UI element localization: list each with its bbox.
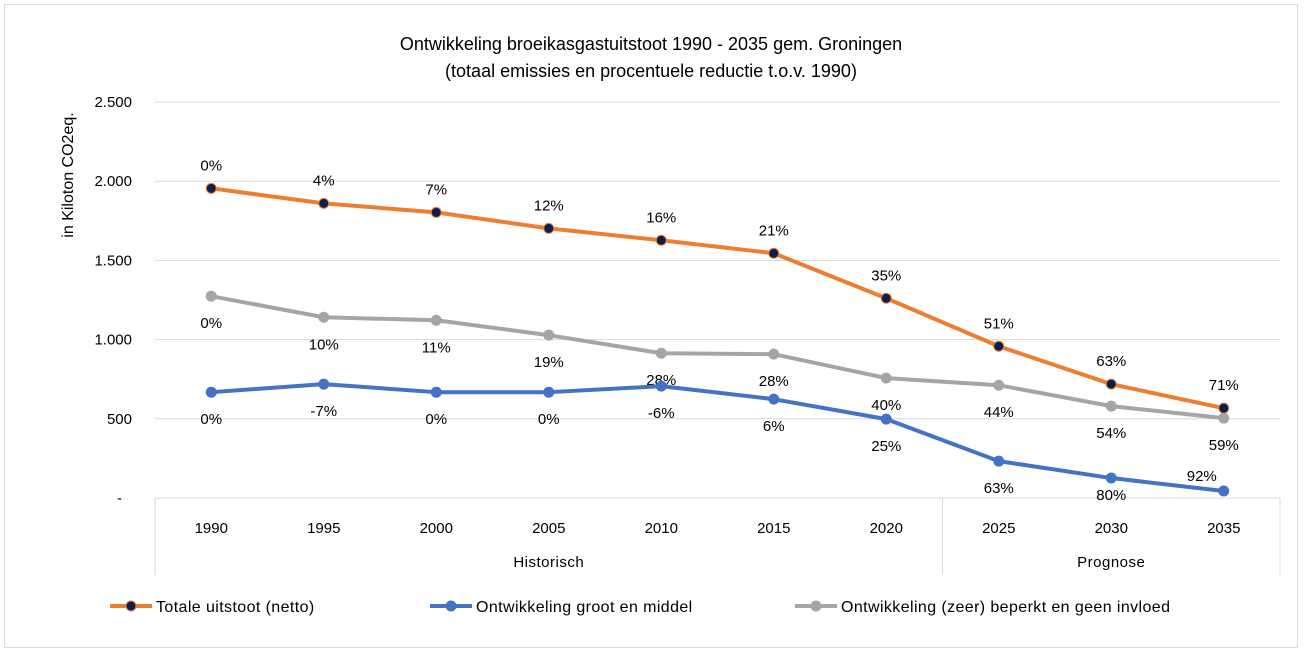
data-point bbox=[880, 413, 892, 425]
data-point bbox=[768, 348, 780, 360]
data-point bbox=[205, 290, 217, 302]
data-label: 16% bbox=[646, 209, 676, 226]
data-point bbox=[1105, 472, 1117, 484]
x-tick-label: 1995 bbox=[307, 520, 340, 537]
data-point bbox=[430, 386, 442, 398]
x-tick-label: 2025 bbox=[982, 520, 1015, 537]
series-2: 0%10%11%19%28%28%40%44%54%59% bbox=[200, 290, 1239, 454]
data-point bbox=[768, 393, 780, 405]
data-point bbox=[1218, 412, 1230, 424]
data-point bbox=[543, 386, 555, 398]
legend-item: Ontwikkeling groot en middel bbox=[430, 599, 693, 616]
data-point bbox=[318, 378, 330, 390]
data-label: 6% bbox=[763, 418, 785, 435]
data-label: 10% bbox=[309, 336, 339, 353]
series-line bbox=[211, 382, 1224, 494]
x-group-label: Prognose bbox=[1077, 554, 1145, 571]
data-point bbox=[318, 311, 330, 323]
data-label: 80% bbox=[1096, 487, 1126, 504]
y-tick-label: 2.000 bbox=[94, 173, 132, 190]
y-tick-label: 1.500 bbox=[94, 252, 132, 269]
legend-marker bbox=[810, 600, 822, 612]
x-tick-label: 2020 bbox=[870, 520, 903, 537]
data-label: 0% bbox=[200, 315, 222, 332]
x-tick-label: 2030 bbox=[1095, 520, 1128, 537]
data-label: 0% bbox=[200, 157, 222, 174]
data-label: 21% bbox=[759, 222, 789, 239]
data-point bbox=[993, 340, 1005, 352]
y-axis-label: in Kiloton CO2eq. bbox=[60, 112, 77, 237]
data-point bbox=[430, 314, 442, 326]
x-tick-label: 2005 bbox=[532, 520, 565, 537]
data-point bbox=[1218, 485, 1230, 497]
data-point bbox=[655, 234, 667, 246]
y-tick-label: 500 bbox=[107, 411, 132, 428]
data-point bbox=[543, 329, 555, 341]
data-point bbox=[318, 197, 330, 209]
legend-label: Ontwikkeling (zeer) beperkt en geen invl… bbox=[841, 599, 1170, 616]
data-label: 25% bbox=[871, 438, 901, 455]
data-label: 28% bbox=[759, 373, 789, 390]
data-label: 71% bbox=[1209, 377, 1239, 394]
x-tick-label: 2000 bbox=[420, 520, 453, 537]
data-point bbox=[880, 372, 892, 384]
data-label: 0% bbox=[425, 411, 447, 428]
series-line bbox=[210, 186, 1225, 411]
series-0: 0% 4% 7% 12% 16% 21% 35% 51% 63% 71% bbox=[200, 157, 1239, 414]
x-tick-label: 2010 bbox=[645, 520, 678, 537]
data-point bbox=[205, 182, 217, 194]
series-line bbox=[210, 294, 1224, 421]
data-point bbox=[768, 247, 780, 259]
chart-frame bbox=[4, 4, 1298, 648]
chart-subtitle: (totaal emissies en procentuele reductie… bbox=[445, 61, 857, 81]
data-point bbox=[880, 292, 892, 304]
x-group-label: Historisch bbox=[513, 554, 584, 571]
data-label: 92% bbox=[1187, 468, 1217, 485]
data-label: 12% bbox=[534, 197, 564, 214]
series-1: 0% -7% 0% 0% -6% 6% 25% 63% 80% 92% bbox=[200, 378, 1230, 504]
legend-label: Ontwikkeling groot en middel bbox=[476, 599, 693, 616]
data-label: -7% bbox=[310, 403, 337, 420]
data-point bbox=[1105, 378, 1117, 390]
data-label: 54% bbox=[1096, 425, 1126, 442]
data-label: 63% bbox=[1096, 353, 1126, 370]
data-label: 11% bbox=[422, 339, 451, 356]
data-point bbox=[430, 206, 442, 218]
data-point bbox=[1218, 402, 1230, 414]
data-point bbox=[543, 222, 555, 234]
data-label: 63% bbox=[984, 480, 1014, 497]
y-tick-label: 1.000 bbox=[94, 332, 132, 349]
data-point bbox=[993, 379, 1005, 391]
legend-marker bbox=[125, 600, 137, 612]
y-tick-label: - bbox=[117, 490, 122, 507]
legend-label: Totale uitstoot (netto) bbox=[156, 599, 315, 616]
data-point bbox=[655, 347, 667, 359]
data-label: -6% bbox=[648, 405, 675, 422]
data-point bbox=[993, 455, 1005, 467]
data-label: 44% bbox=[984, 404, 1014, 421]
data-label: 40% bbox=[871, 397, 901, 414]
data-point bbox=[1105, 400, 1117, 412]
x-tick-label: 2035 bbox=[1207, 520, 1240, 537]
data-label: 7% bbox=[425, 181, 447, 198]
data-label: 4% bbox=[313, 172, 335, 189]
data-label: 0% bbox=[200, 411, 222, 428]
legend-item: Ontwikkeling (zeer) beperkt en geen invl… bbox=[795, 599, 1170, 616]
legend-marker bbox=[445, 600, 457, 612]
data-point bbox=[205, 386, 217, 398]
data-label: 19% bbox=[534, 354, 564, 371]
data-label: 51% bbox=[984, 315, 1014, 332]
y-tick-label: 2.500 bbox=[94, 94, 132, 111]
legend-item: Totale uitstoot (netto) bbox=[110, 599, 315, 616]
x-tick-label: 1990 bbox=[195, 520, 228, 537]
chart-title: Ontwikkeling broeikasgastuitstoot 1990 -… bbox=[400, 34, 902, 54]
data-label: 35% bbox=[871, 267, 901, 284]
data-label: 0% bbox=[538, 411, 560, 428]
data-point bbox=[655, 380, 667, 392]
x-tick-label: 2015 bbox=[757, 520, 790, 537]
data-label: 59% bbox=[1209, 437, 1239, 454]
